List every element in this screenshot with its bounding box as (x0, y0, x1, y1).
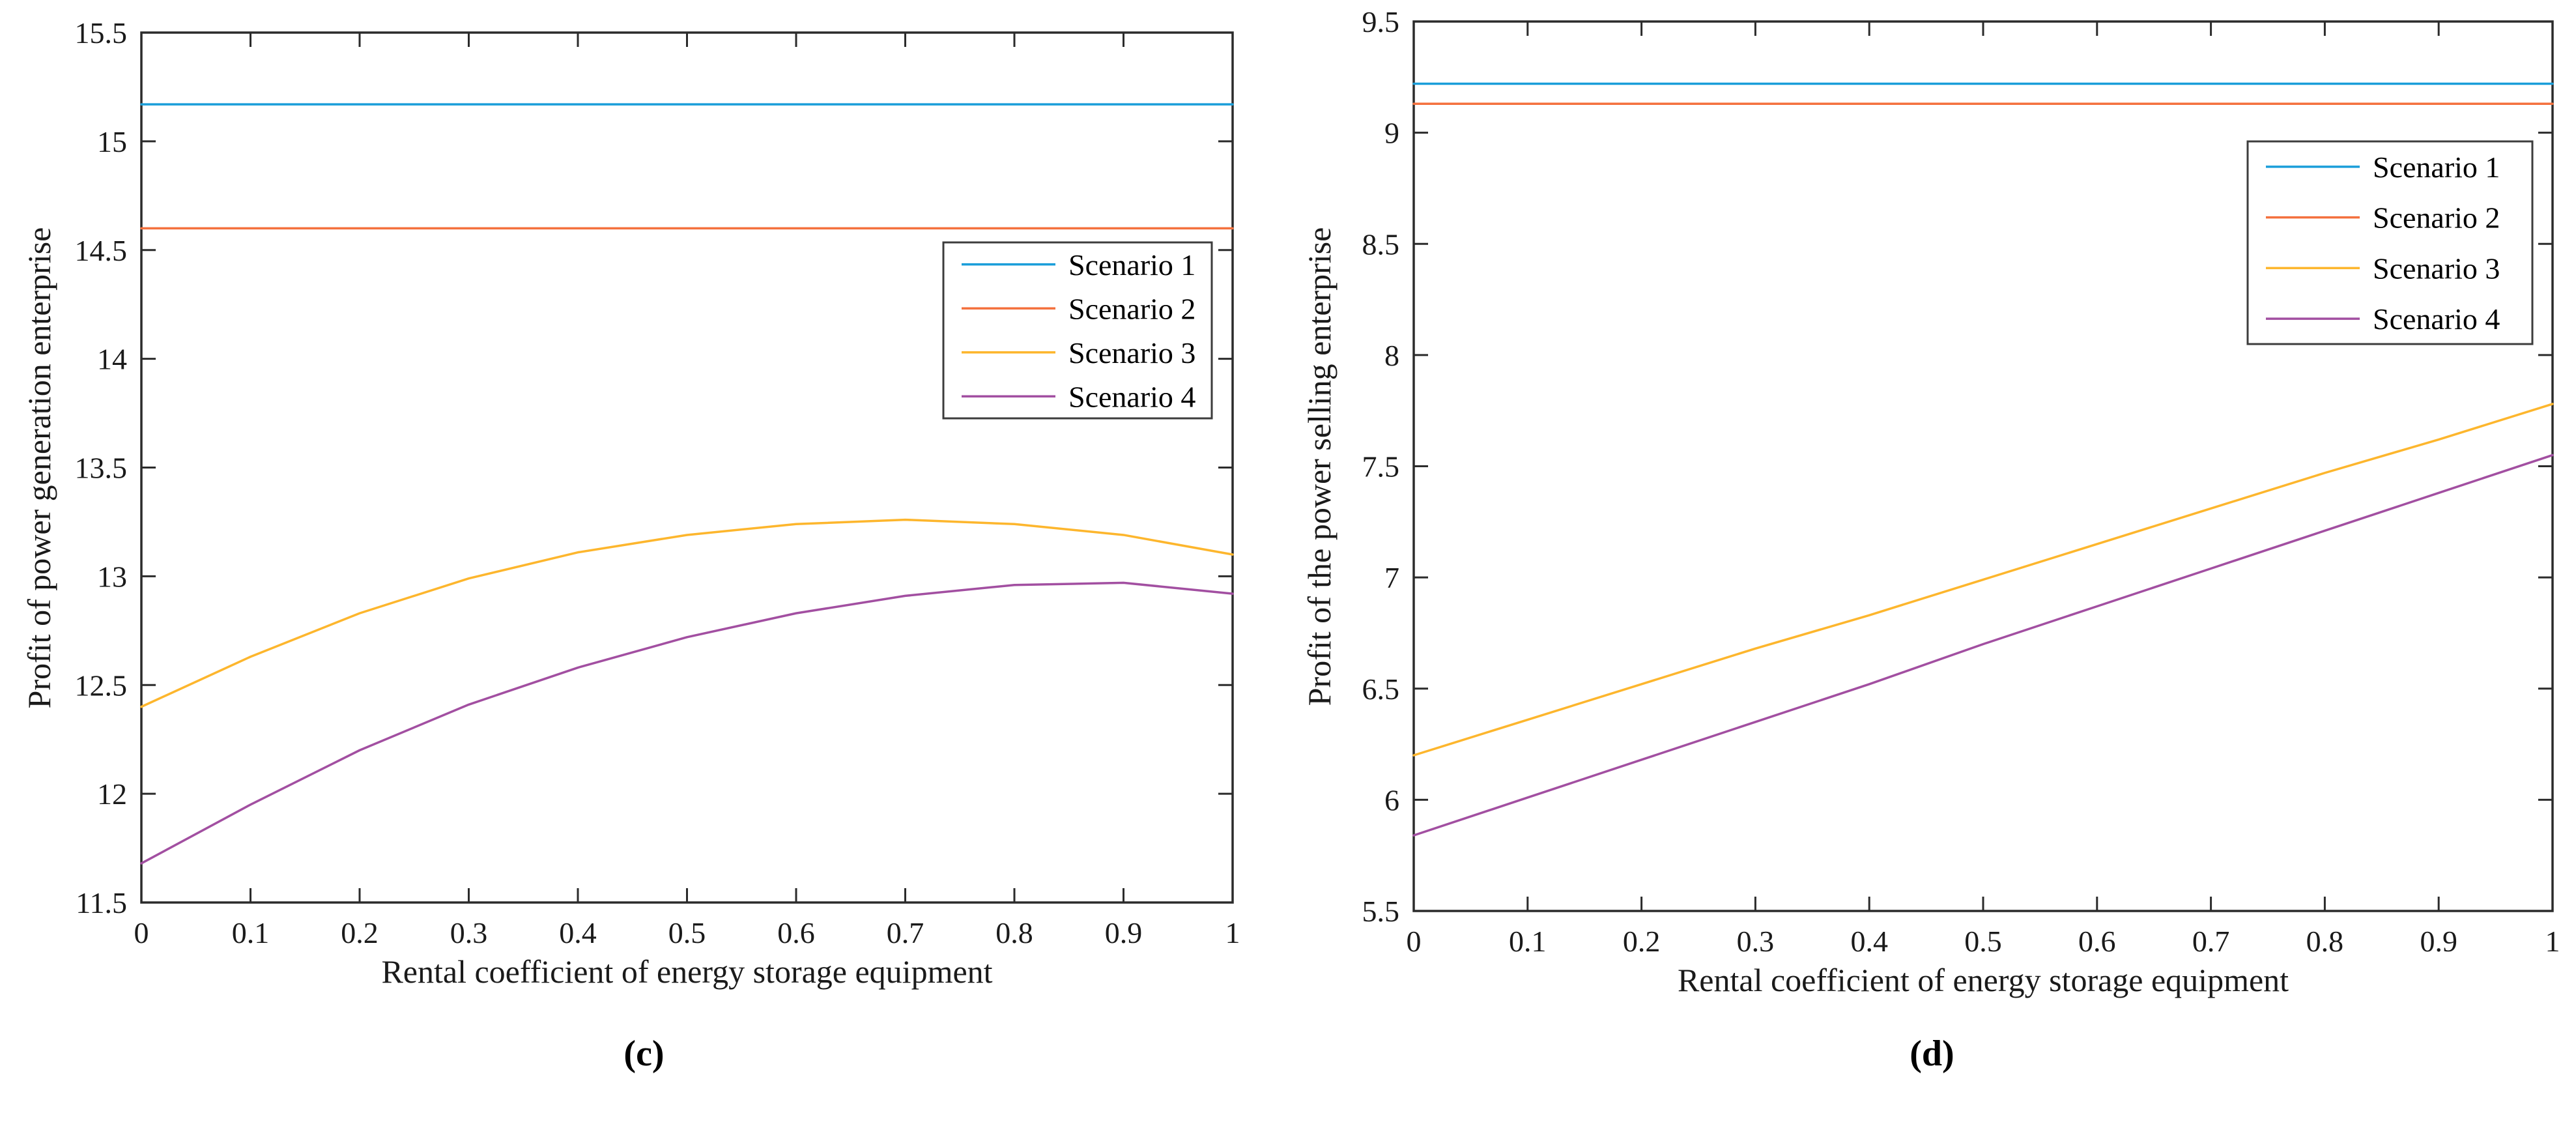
legend-label-2: Scenario 2 (2373, 201, 2500, 235)
series-line-scenario-3 (1412, 403, 2554, 757)
y-tick-label: 7 (1384, 561, 1399, 594)
y-tick-label: 6 (1384, 783, 1399, 816)
chart-c-caption: (c) (623, 1033, 665, 1074)
chart-d-panel: 0 0.1 0.2 0.3 0.4 0.5 0.6 0.7 0.8 0.9 1 5.5 6 6.5 7 7.5… (1288, 0, 2576, 1126)
x-tick-label: 0 (1407, 925, 1422, 958)
legend-label-4: Scenario 4 (2373, 302, 2500, 336)
series-line-scenario-4 (140, 581, 1234, 865)
x-tick-label: 0.3 (450, 916, 488, 949)
x-tick-label: 0.8 (995, 916, 1033, 949)
x-tick-label: 0.5 (668, 916, 706, 949)
y-tick-label: 12.5 (75, 669, 128, 702)
x-tick-label: 0.2 (1623, 925, 1661, 958)
y-tick-label: 15.5 (75, 16, 128, 50)
chart-c-plot-area: 0 0.1 0.2 0.3 0.4 0.5 0.6 0.7 0.8 0.9 1 11.5 12 12.5 1… (0, 0, 1288, 1082)
x-tick-label: 1 (2545, 925, 2560, 958)
y-tick-label: 11.5 (76, 886, 127, 919)
chart-d-plot-area: 0 0.1 0.2 0.3 0.4 0.5 0.6 0.7 0.8 0.9 1 5.5 6 6.5 7 7.5… (1288, 0, 2576, 1082)
x-tick-label: 0.7 (887, 916, 924, 949)
legend-label-1: Scenario 1 (1068, 248, 1195, 282)
y-tick-label: 9.5 (1362, 5, 1400, 38)
chart-c-svg: 0 0.1 0.2 0.3 0.4 0.5 0.6 0.7 0.8 0.9 1 11.5 12 12.5 1… (75, 16, 1240, 949)
x-tick-label: 0.9 (2420, 925, 2457, 958)
x-tick-label: 0.3 (1737, 925, 1775, 958)
y-tick-label: 6.5 (1362, 672, 1400, 706)
y-tick-label: 13 (97, 560, 127, 593)
legend-label-3: Scenario 3 (1068, 336, 1195, 369)
x-tick-label: 0.9 (1105, 916, 1143, 949)
x-tick-label: 0.1 (1509, 925, 1547, 958)
y-tick-label: 14 (97, 343, 127, 376)
y-tick-label: 14.5 (75, 234, 128, 267)
chart-c-y-axis-title: Profit of power generation enterprise (21, 227, 57, 709)
y-tick-label: 13.5 (75, 452, 128, 485)
chart-c-x-axis-title: Rental coefficient of energy storage equ… (381, 953, 993, 990)
y-tick-label: 15 (97, 125, 127, 158)
x-tick-label: 0.6 (2078, 925, 2116, 958)
x-tick-label: 0.2 (341, 916, 379, 949)
series-line-scenario-4 (1412, 454, 2554, 837)
x-tick-label: 0.6 (777, 916, 815, 949)
x-tick-label: 0.5 (1964, 925, 2002, 958)
legend-box (942, 241, 1213, 420)
x-tick-label: 0.7 (2192, 925, 2230, 958)
y-tick-label: 12 (97, 777, 127, 811)
series-line-scenario-3 (140, 518, 1234, 708)
axes-box (140, 31, 1234, 904)
legend-label-2: Scenario 2 (1068, 292, 1195, 325)
legend-label-1: Scenario 1 (2373, 151, 2500, 184)
x-tick-label: 0.4 (1850, 925, 1888, 958)
y-tick-label: 5.5 (1362, 895, 1400, 928)
chart-d-x-axis-title: Rental coefficient of energy storage equ… (1677, 962, 2289, 998)
chart-d-caption: (d) (1910, 1033, 1954, 1074)
legend-label-3: Scenario 3 (2373, 252, 2500, 285)
chart-c-panel: 0 0.1 0.2 0.3 0.4 0.5 0.6 0.7 0.8 0.9 1 11.5 12 12.5 1… (0, 0, 1288, 1082)
y-tick-label: 7.5 (1362, 450, 1400, 484)
x-tick-label: 1 (1225, 916, 1240, 949)
chart-d-svg: 0 0.1 0.2 0.3 0.4 0.5 0.6 0.7 0.8 0.9 1 5.5 6 6.5 7 7.5… (1362, 5, 2560, 958)
x-tick-label: 0.8 (2306, 925, 2344, 958)
x-tick-label: 0.4 (559, 916, 597, 949)
chart-d-y-axis-title: Profit of the power selling enterprise (1301, 227, 1338, 706)
y-tick-label: 8.5 (1362, 227, 1400, 261)
y-tick-label: 8 (1384, 339, 1399, 372)
legend-box (2246, 140, 2534, 345)
x-tick-label: 0.1 (232, 916, 270, 949)
y-tick-label: 9 (1384, 117, 1399, 150)
legend-label-4: Scenario 4 (1068, 380, 1195, 413)
x-tick-label: 0 (134, 916, 149, 949)
